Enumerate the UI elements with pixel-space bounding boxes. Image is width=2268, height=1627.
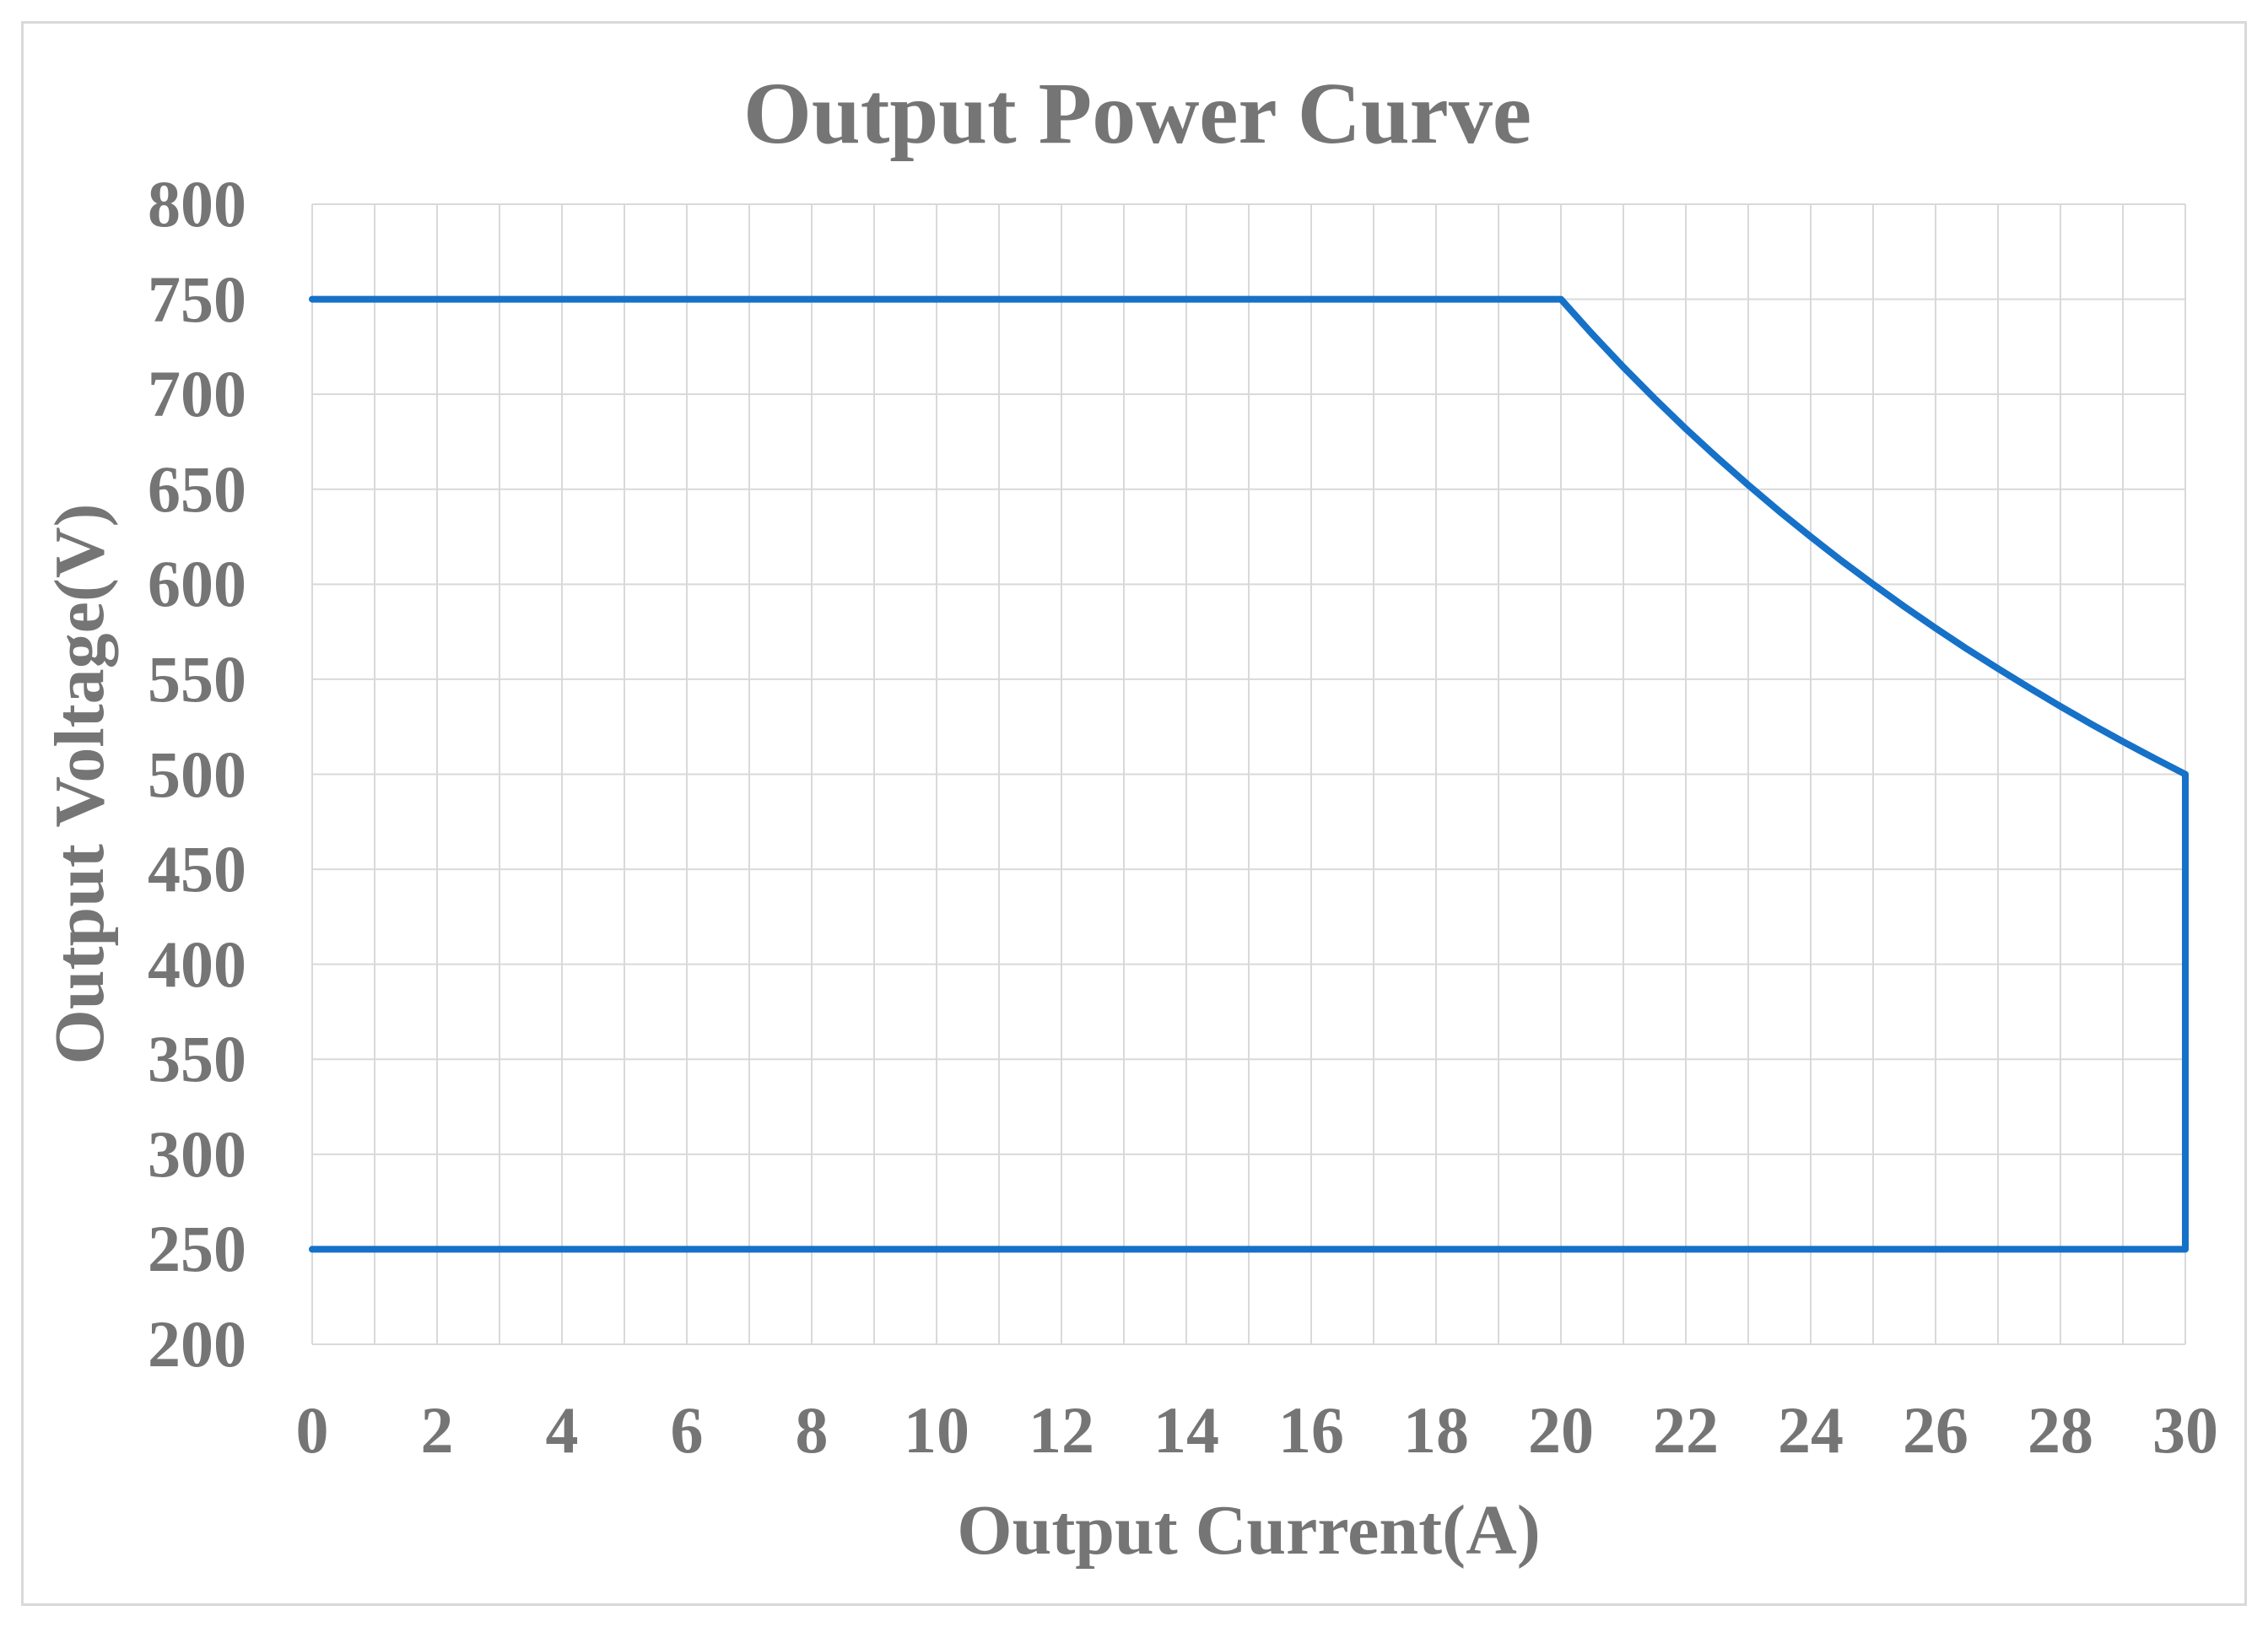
x-tick-label: 20 [1528,1393,1594,1467]
x-tick-label: 30 [2152,1393,2218,1467]
y-tick-label: 400 [148,927,246,1001]
x-tick-label: 24 [1778,1393,1844,1467]
x-tick-label: 26 [1903,1393,1968,1467]
x-tick-label: 22 [1653,1393,1719,1467]
y-tick-label: 350 [148,1022,246,1096]
y-tick-label: 800 [148,167,246,241]
power-curve-line [309,295,2189,1253]
x-tick-label: 28 [2028,1393,2093,1467]
y-tick-label: 650 [148,451,246,526]
x-tick-label: 2 [420,1393,454,1467]
x-tick-label: 18 [1403,1393,1469,1467]
x-tick-label: 6 [670,1393,704,1467]
x-tick-label: 12 [1029,1393,1094,1467]
x-axis-title: Output Current(A) [957,1491,1541,1570]
y-tick-label: 550 [148,641,246,716]
plot-area [309,203,2189,1345]
y-tick-label: 250 [148,1212,246,1286]
x-tick-label: 14 [1153,1393,1219,1467]
y-tick-label: 200 [148,1307,246,1381]
x-tick-label: 0 [295,1393,329,1467]
y-tick-label: 450 [148,832,246,906]
y-tick-label: 600 [148,547,246,621]
x-tick-label: 4 [545,1393,579,1467]
x-tick-label: 8 [795,1393,829,1467]
x-tick-label: 16 [1278,1393,1344,1467]
y-tick-label: 500 [148,737,246,811]
y-tick-label: 750 [148,262,246,336]
x-tick-label: 10 [904,1393,969,1467]
chart-title: Output Power Curve [742,65,1532,162]
y-tick-label: 700 [148,357,246,431]
y-tick-label: 300 [148,1116,246,1191]
